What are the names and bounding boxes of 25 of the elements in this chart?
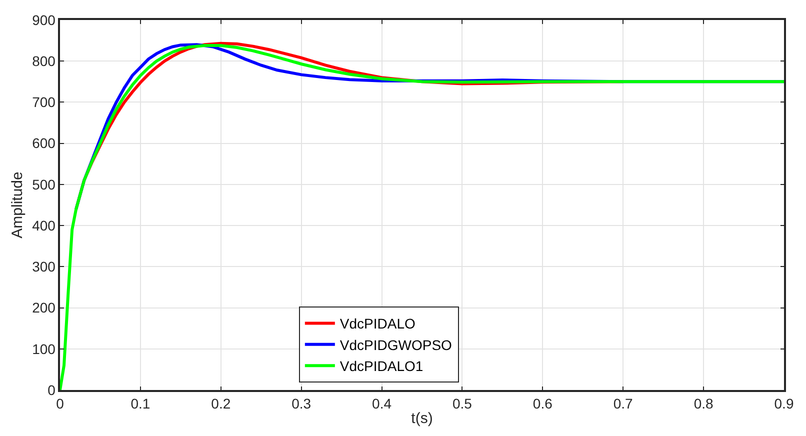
x-axis-title: t(s)	[411, 410, 433, 428]
x-tick-label: 0.8	[694, 396, 714, 412]
y-tick-label: 0	[48, 382, 56, 398]
y-tick-label: 500	[32, 176, 56, 192]
legend-label: VdcPIDGWOPSO	[340, 336, 452, 353]
y-tick-label: 600	[32, 135, 56, 152]
x-tick-label: 0.2	[211, 396, 231, 412]
x-tick-label: 0.5	[452, 396, 472, 412]
y-tick-label: 800	[32, 53, 56, 70]
y-axis-title: Amplitude	[8, 172, 26, 238]
x-tick-label: 0.1	[130, 396, 150, 412]
legend-label: VdcPIDALO1	[340, 358, 424, 374]
y-tick-label: 300	[32, 258, 56, 275]
x-tick-label: 0.9	[774, 396, 794, 412]
line-series	[60, 44, 784, 390]
y-tick-label: 400	[32, 217, 56, 234]
y-tick-label: 200	[32, 300, 56, 316]
x-tick-label: 0.7	[613, 396, 634, 412]
y-tick-label: 700	[32, 94, 56, 110]
legend-label: VdcPIDALO	[340, 316, 416, 332]
y-tick-label: 900	[32, 12, 56, 28]
x-tick-label: 0.6	[532, 396, 553, 412]
x-tick-label: 0.3	[292, 396, 312, 412]
y-tick-label: 100	[32, 340, 56, 357]
x-tick-label: 0.4	[372, 396, 392, 412]
